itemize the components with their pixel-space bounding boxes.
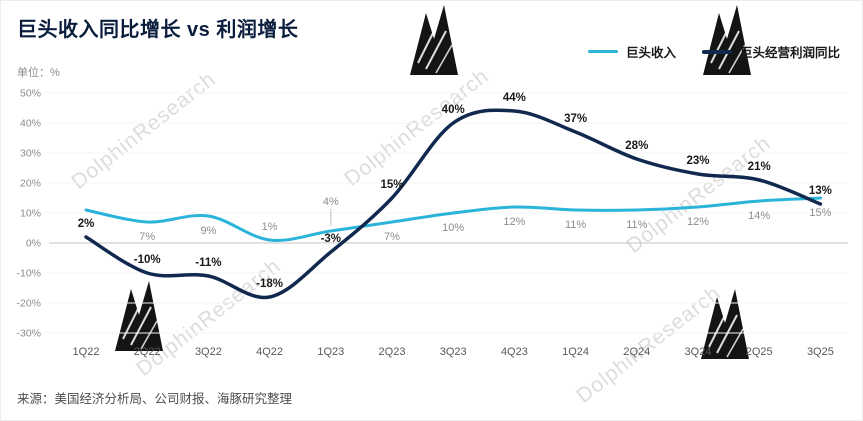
data-label: -18% [256, 278, 283, 290]
data-label: 1% [262, 221, 278, 233]
x-axis-tick-label: 3Q22 [195, 346, 222, 358]
y-axis-tick-label: 30% [20, 148, 41, 160]
y-axis-tick-label: 50% [20, 88, 41, 100]
y-axis-tick-label: 40% [20, 118, 41, 130]
profit-line-swatch-icon [701, 49, 732, 54]
data-label: 10% [442, 222, 464, 234]
series-line-revenue[interactable] [84, 196, 822, 242]
data-label: 2% [78, 218, 95, 230]
data-label: 15% [380, 179, 403, 191]
data-label: 11% [565, 219, 586, 231]
data-label: 15% [809, 207, 831, 219]
data-label: 7% [384, 231, 400, 243]
x-axis-tick-label: 2Q24 [623, 346, 650, 358]
x-axis-tick-label: 1Q23 [317, 346, 344, 358]
x-axis-tick-label: 2Q22 [134, 346, 161, 358]
data-label: 21% [748, 161, 771, 173]
data-label: 7% [139, 231, 155, 243]
x-axis-tick-label: 3Q24 [685, 346, 712, 358]
data-label: 44% [503, 92, 526, 104]
legend-item-revenue[interactable]: 巨头收入 [587, 42, 676, 61]
chart-legend: 巨头收入 巨头经营利润同比 [587, 42, 840, 61]
data-label: -11% [195, 257, 221, 269]
y-axis-tick-label: 20% [20, 178, 41, 190]
legend-label-profit: 巨头经营利润同比 [739, 46, 840, 60]
x-axis-tick-label: 4Q22 [256, 346, 283, 358]
x-axis-tick-label: 2Q25 [746, 346, 773, 358]
y-axis-tick-label: 0% [26, 238, 41, 250]
dolphin-logo-mark [410, 5, 458, 75]
x-axis-tick-label: 3Q23 [440, 346, 467, 358]
unit-label: 单位：% [17, 67, 60, 79]
x-axis-tick-label: 3Q25 [807, 346, 834, 358]
data-label: 11% [626, 219, 647, 231]
x-axis-tick-label: 1Q22 [73, 346, 100, 358]
series-line-profit[interactable] [84, 108, 823, 300]
y-axis-tick-label: -20% [16, 298, 41, 310]
data-label: 12% [503, 216, 525, 228]
x-axis-tick-label: 1Q24 [562, 346, 589, 358]
revenue-line-swatch-icon [587, 50, 618, 53]
y-axis-tick-label: 10% [20, 208, 41, 220]
data-label: -10% [134, 254, 161, 266]
data-label: 28% [625, 140, 648, 152]
data-label: 14% [748, 210, 770, 222]
chart-area: 50% 40% 30% 20% 10% 0% -10% -20% -30% 1Q22 2Q22 3Q2… [1, 79, 862, 394]
data-label: 37% [564, 113, 587, 125]
y-axis-tick-label: -30% [16, 328, 41, 340]
source-note: 来源：美国经济分析局、公司财报、海豚研究整理 [17, 392, 293, 406]
y-axis-tick-label: -10% [16, 268, 41, 280]
revenue-profit-line-chart: 50% 40% 30% 20% 10% 0% -10% -20% -30% 1Q22 2Q22 3Q2… [16, 88, 848, 358]
data-label: 4% [323, 196, 339, 208]
data-label: 23% [686, 155, 709, 167]
x-axis-tick-label: 2Q23 [379, 346, 406, 358]
dolphin-logo-mark [703, 5, 751, 75]
data-label: 40% [442, 104, 465, 116]
data-label: -3% [321, 233, 341, 245]
page-title: 巨头收入同比增长 vs 利润增长 [17, 19, 299, 41]
x-axis-tick-label: 4Q23 [501, 346, 528, 358]
data-label: 12% [687, 216, 709, 228]
legend-label-revenue: 巨头收入 [625, 46, 676, 60]
data-label: 9% [200, 225, 216, 237]
legend-item-profit[interactable]: 巨头经营利润同比 [701, 42, 840, 61]
data-label: 13% [809, 185, 832, 197]
